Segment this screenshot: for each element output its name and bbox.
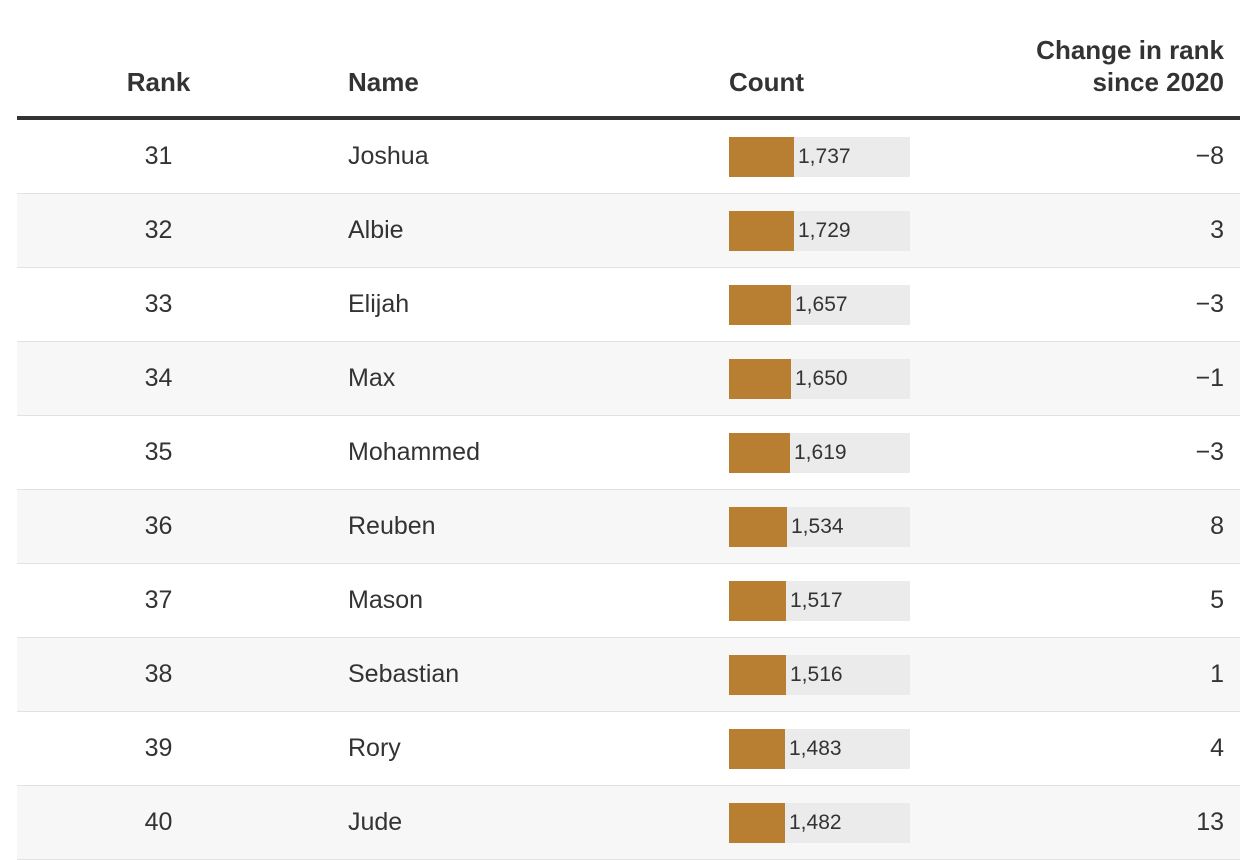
- count-cell: 1,534: [729, 490, 910, 563]
- count-bar-track: 1,534: [729, 507, 910, 547]
- count-label: 1,483: [789, 737, 842, 760]
- change-cell: 13: [1196, 808, 1224, 836]
- count-cell: 1,483: [729, 712, 910, 785]
- count-bar: [729, 729, 785, 769]
- count-label: 1,729: [798, 219, 851, 242]
- change-cell: −8: [1195, 142, 1224, 170]
- count-bar-track: 1,516: [729, 655, 910, 695]
- rank-cell: 37: [144, 586, 173, 614]
- name-cell: Rory: [348, 734, 401, 762]
- count-cell: 1,657: [729, 268, 910, 341]
- name-cell: Max: [348, 364, 396, 392]
- count-bar-track: 1,619: [729, 433, 910, 473]
- header-change-line1: Change in rank: [1036, 35, 1224, 65]
- count-cell: 1,650: [729, 342, 910, 415]
- change-cell: 1: [1210, 660, 1224, 688]
- header-change-line2: since 2020: [1092, 67, 1224, 97]
- rank-cell: 40: [144, 808, 173, 836]
- name-cell: Sebastian: [348, 660, 460, 688]
- name-cell: Albie: [348, 216, 404, 244]
- count-label: 1,737: [798, 145, 851, 168]
- rank-cell: 32: [144, 216, 173, 244]
- change-cell: 5: [1210, 586, 1224, 614]
- name-cell: Reuben: [348, 512, 436, 540]
- count-bar: [729, 137, 794, 177]
- header-name: Name: [348, 67, 419, 97]
- change-cell: 8: [1210, 512, 1224, 540]
- count-bar: [729, 211, 794, 251]
- count-label: 1,517: [790, 589, 843, 612]
- count-cell: 1,619: [729, 416, 910, 489]
- change-cell: −3: [1195, 438, 1224, 466]
- count-bar-track: 1,737: [729, 137, 910, 177]
- header-change: Change in rank since 2020: [964, 34, 1224, 98]
- name-cell: Joshua: [348, 142, 429, 170]
- count-bar: [729, 803, 785, 843]
- rank-cell: 33: [144, 290, 173, 318]
- count-cell: 1,729: [729, 194, 910, 267]
- count-cell: 1,737: [729, 120, 910, 193]
- count-label: 1,482: [789, 811, 842, 834]
- rank-cell: 39: [144, 734, 173, 762]
- count-cell: 1,482: [729, 786, 910, 859]
- change-cell: −1: [1195, 364, 1224, 392]
- table-row: 31 Joshua 1,737 −8: [17, 120, 1240, 194]
- table-row: 34 Max 1,650 −1: [17, 342, 1240, 416]
- count-bar: [729, 285, 791, 325]
- count-bar: [729, 359, 791, 399]
- name-cell: Jude: [348, 808, 403, 836]
- count-bar: [729, 581, 786, 621]
- header-rank: Rank: [126, 67, 191, 97]
- count-cell: 1,516: [729, 638, 910, 711]
- count-bar-track: 1,517: [729, 581, 910, 621]
- table-row: 36 Reuben 1,534 8: [17, 490, 1240, 564]
- table-header: Rank Name Count Change in rank since 202…: [17, 0, 1240, 120]
- names-table: Rank Name Count Change in rank since 202…: [17, 0, 1240, 860]
- rank-cell: 31: [144, 142, 173, 170]
- table-row: 40 Jude 1,482 13: [17, 786, 1240, 860]
- table-row: 39 Rory 1,483 4: [17, 712, 1240, 786]
- rank-cell: 34: [144, 364, 173, 392]
- count-bar: [729, 507, 787, 547]
- count-label: 1,657: [795, 293, 848, 316]
- table-row: 32 Albie 1,729 3: [17, 194, 1240, 268]
- count-bar-track: 1,482: [729, 803, 910, 843]
- count-label: 1,534: [791, 515, 844, 538]
- table-row: 37 Mason 1,517 5: [17, 564, 1240, 638]
- rank-cell: 36: [144, 512, 173, 540]
- count-bar-track: 1,657: [729, 285, 910, 325]
- count-bar-track: 1,729: [729, 211, 910, 251]
- count-bar: [729, 433, 790, 473]
- count-bar-track: 1,483: [729, 729, 910, 769]
- table-row: 33 Elijah 1,657 −3: [17, 268, 1240, 342]
- name-cell: Mohammed: [348, 438, 480, 466]
- header-count: Count: [729, 67, 805, 97]
- change-cell: 3: [1210, 216, 1224, 244]
- change-cell: −3: [1195, 290, 1224, 318]
- count-label: 1,619: [794, 441, 847, 464]
- rank-cell: 35: [144, 438, 173, 466]
- count-label: 1,650: [795, 367, 848, 390]
- count-cell: 1,517: [729, 564, 910, 637]
- count-label: 1,516: [790, 663, 843, 686]
- name-cell: Mason: [348, 586, 424, 614]
- change-cell: 4: [1210, 734, 1224, 762]
- count-bar-track: 1,650: [729, 359, 910, 399]
- name-cell: Elijah: [348, 290, 410, 318]
- table-row: 38 Sebastian 1,516 1: [17, 638, 1240, 712]
- count-bar: [729, 655, 786, 695]
- table-body: 31 Joshua 1,737 −8 32 Albie 1,729 3 33 Elijah 1,65…: [17, 120, 1240, 860]
- table-row: 35 Mohammed 1,619 −3: [17, 416, 1240, 490]
- rank-cell: 38: [144, 660, 173, 688]
